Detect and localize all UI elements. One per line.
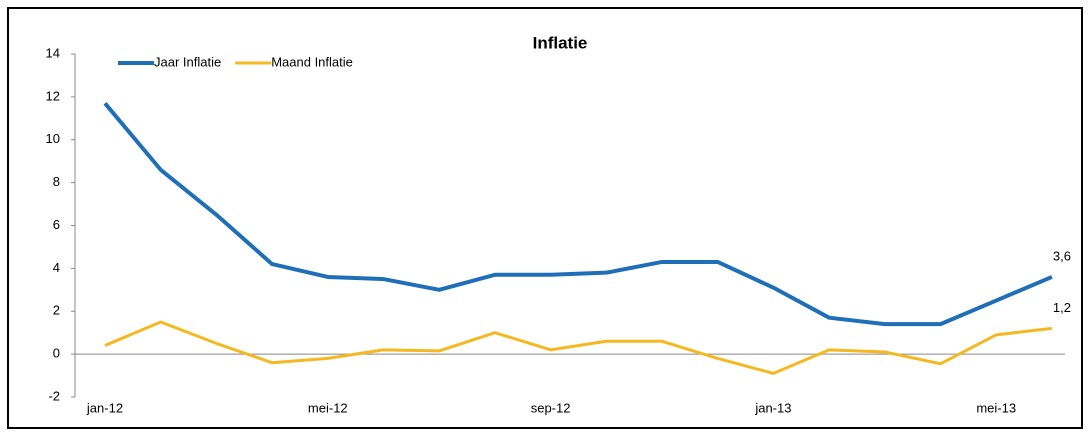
series-line xyxy=(103,102,1053,327)
x-tick-label: sep-12 xyxy=(531,400,571,415)
series-line xyxy=(104,320,1053,375)
x-tick-label: jan-12 xyxy=(86,400,123,415)
y-tick-label: 0 xyxy=(53,346,60,361)
data-label: 3,6 xyxy=(1053,248,1071,263)
y-tick-label: 2 xyxy=(53,303,60,318)
y-tick-label: 10 xyxy=(46,131,60,146)
x-tick-label: mei-12 xyxy=(308,400,348,415)
y-tick-label: -2 xyxy=(48,388,60,403)
x-tick-label: mei-13 xyxy=(976,400,1016,415)
data-label: 1,2 xyxy=(1053,300,1071,315)
y-tick-label: 8 xyxy=(53,174,60,189)
x-tick-label: jan-13 xyxy=(754,400,791,415)
y-tick-label: 14 xyxy=(46,45,60,60)
legend-label: Jaar Inflatie xyxy=(154,54,221,69)
frame xyxy=(7,7,1083,429)
legend-label: Maand Inflatie xyxy=(271,54,353,69)
y-tick-label: 12 xyxy=(46,88,60,103)
y-tick-label: 6 xyxy=(53,217,60,232)
chart-title: Inflatie xyxy=(533,33,588,52)
y-tick-label: 4 xyxy=(53,260,60,275)
